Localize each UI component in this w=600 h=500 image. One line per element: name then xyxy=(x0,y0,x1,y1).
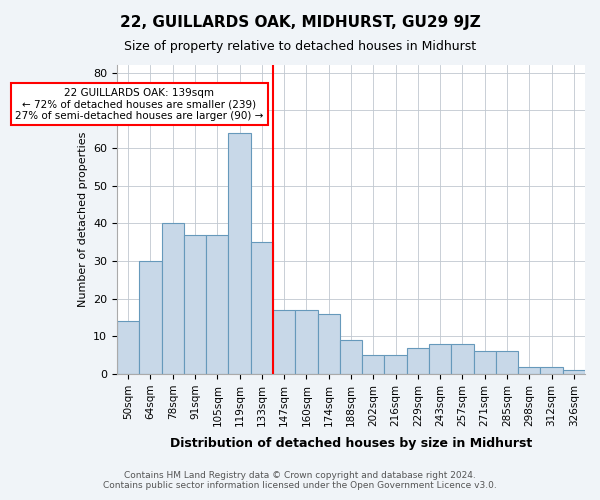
Bar xyxy=(206,234,229,374)
Bar xyxy=(407,348,429,374)
Bar xyxy=(451,344,473,374)
Bar xyxy=(295,310,317,374)
Bar xyxy=(161,224,184,374)
X-axis label: Distribution of detached houses by size in Midhurst: Distribution of detached houses by size … xyxy=(170,437,532,450)
Bar xyxy=(496,352,518,374)
Bar xyxy=(429,344,451,374)
Bar xyxy=(340,340,362,374)
Bar xyxy=(229,133,251,374)
Bar xyxy=(541,366,563,374)
Text: Size of property relative to detached houses in Midhurst: Size of property relative to detached ho… xyxy=(124,40,476,53)
Bar xyxy=(563,370,585,374)
Bar xyxy=(473,352,496,374)
Bar xyxy=(139,261,161,374)
Text: 22, GUILLARDS OAK, MIDHURST, GU29 9JZ: 22, GUILLARDS OAK, MIDHURST, GU29 9JZ xyxy=(119,15,481,30)
Y-axis label: Number of detached properties: Number of detached properties xyxy=(77,132,88,307)
Bar xyxy=(518,366,541,374)
Text: 22 GUILLARDS OAK: 139sqm
← 72% of detached houses are smaller (239)
27% of semi-: 22 GUILLARDS OAK: 139sqm ← 72% of detach… xyxy=(15,88,263,121)
Text: Contains HM Land Registry data © Crown copyright and database right 2024.
Contai: Contains HM Land Registry data © Crown c… xyxy=(103,470,497,490)
Bar xyxy=(362,355,385,374)
Bar xyxy=(251,242,273,374)
Bar xyxy=(385,355,407,374)
Bar xyxy=(317,314,340,374)
Bar xyxy=(117,322,139,374)
Bar xyxy=(184,234,206,374)
Bar xyxy=(273,310,295,374)
